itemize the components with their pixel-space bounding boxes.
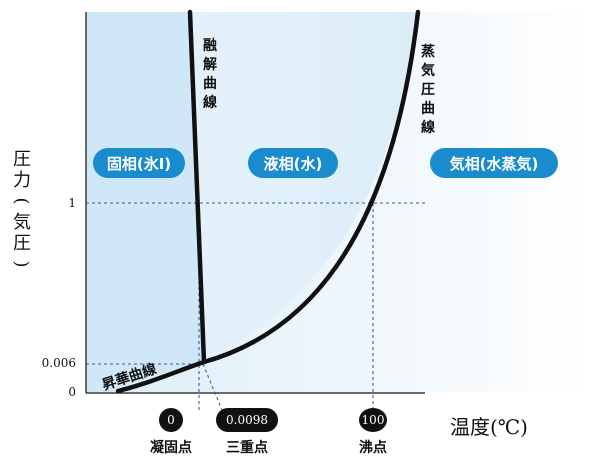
svg-text:0.0098: 0.0098 — [226, 413, 268, 427]
svg-text:曲: 曲 — [203, 75, 217, 92]
melting-curve-label: 融 解 曲 線 — [203, 37, 217, 111]
svg-text:線: 線 — [203, 94, 217, 111]
guide-line-triple — [202, 363, 223, 411]
svg-text:線: 線 — [421, 119, 435, 136]
vapor-pressure-curve — [201, 9, 421, 365]
vapor-pressure-curve-label: 蒸 気 圧 曲 線 — [421, 43, 435, 136]
svg-text:曲: 曲 — [421, 100, 435, 117]
svg-text:圧: 圧 — [421, 82, 435, 98]
y-axis-title: 圧 力 ( 気 圧 ) — [11, 149, 32, 268]
svg-text:固相(氷I): 固相(氷I) — [107, 155, 171, 173]
melting-curve — [187, 9, 207, 365]
boiling-point-badge: 100 — [359, 408, 387, 432]
svg-text:液相(水): 液相(水) — [264, 155, 323, 173]
triple-point-label: 三重点 — [226, 439, 268, 456]
svg-text:解: 解 — [203, 56, 217, 73]
freezing-point-badge: 0 — [159, 408, 183, 432]
x-axis-title: 温度(℃) — [450, 415, 528, 439]
svg-text:気: 気 — [421, 62, 435, 79]
svg-text:気相(水蒸気): 気相(水蒸気) — [450, 155, 539, 173]
y-tick-1: 1 — [68, 196, 76, 210]
svg-text:): ) — [11, 260, 32, 267]
gas-phase-label: 気相(水蒸気) — [430, 148, 558, 178]
svg-text:100: 100 — [362, 413, 385, 427]
y-tick-0: 0 — [68, 385, 76, 399]
solid-phase-label: 固相(氷I) — [93, 148, 185, 178]
solid-region — [86, 12, 204, 392]
svg-text:0: 0 — [167, 413, 175, 427]
boiling-point-label: 沸点 — [359, 439, 387, 456]
triple-point-badge: 0.0098 — [216, 408, 278, 432]
freezing-point-label: 凝固点 — [150, 439, 192, 456]
svg-text:蒸: 蒸 — [421, 43, 435, 60]
svg-text:圧: 圧 — [13, 233, 31, 254]
sublimation-curve — [115, 359, 207, 394]
svg-text:力: 力 — [13, 170, 31, 191]
y-tick-0006: 0.006 — [42, 356, 76, 370]
svg-text:圧: 圧 — [13, 149, 31, 170]
liquid-phase-label: 液相(水) — [248, 148, 338, 178]
svg-text:(: ( — [11, 197, 32, 204]
svg-text:融: 融 — [203, 37, 217, 54]
liquid-region — [190, 12, 418, 360]
svg-text:気: 気 — [13, 212, 31, 233]
